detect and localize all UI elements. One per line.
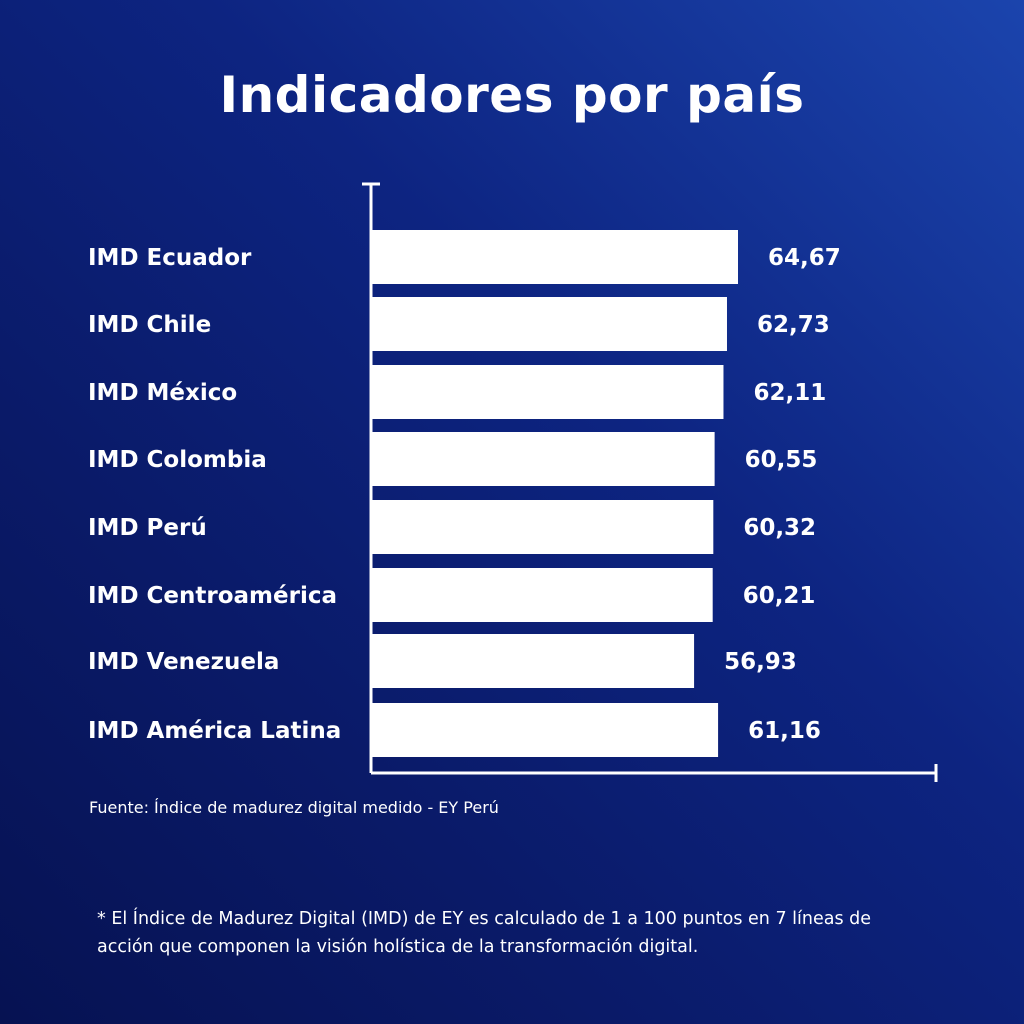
category-label: IMD México (88, 380, 237, 406)
value-label: 62,11 (753, 380, 826, 406)
category-labels: IMD Ecuador IMD Chile IMD México IMD Colomb… (88, 245, 341, 744)
source-note: Fuente: Índice de madurez digital medido… (89, 798, 499, 817)
bar-series (371, 230, 738, 757)
value-label: 56,93 (724, 649, 797, 675)
bar (371, 703, 719, 757)
bar (371, 432, 715, 486)
bar (371, 230, 738, 284)
category-label: IMD Centroamérica (88, 583, 337, 609)
value-label: 61,16 (748, 718, 821, 744)
value-labels: 64,67 62,73 62,11 60,55 60,32 60,21 56,93 61,16 (724, 245, 841, 744)
category-label: IMD Perú (88, 515, 207, 541)
category-label: IMD Ecuador (88, 245, 252, 271)
category-label: IMD Venezuela (88, 649, 279, 675)
bar (371, 568, 713, 622)
value-label: 60,21 (743, 583, 816, 609)
value-label: 62,73 (757, 312, 830, 338)
bar (371, 634, 695, 688)
bar (371, 297, 727, 351)
footnote: * El Índice de Madurez Digital (IMD) de … (97, 909, 872, 957)
chart-title: Indicadores por país (219, 66, 805, 124)
category-label: IMD Chile (88, 312, 211, 338)
bar (371, 500, 714, 554)
category-label: IMD América Latina (88, 718, 341, 744)
bar (371, 365, 724, 419)
value-label: 60,55 (745, 447, 818, 473)
category-label: IMD Colombia (88, 447, 267, 473)
value-label: 64,67 (768, 245, 841, 271)
value-label: 60,32 (743, 515, 816, 541)
